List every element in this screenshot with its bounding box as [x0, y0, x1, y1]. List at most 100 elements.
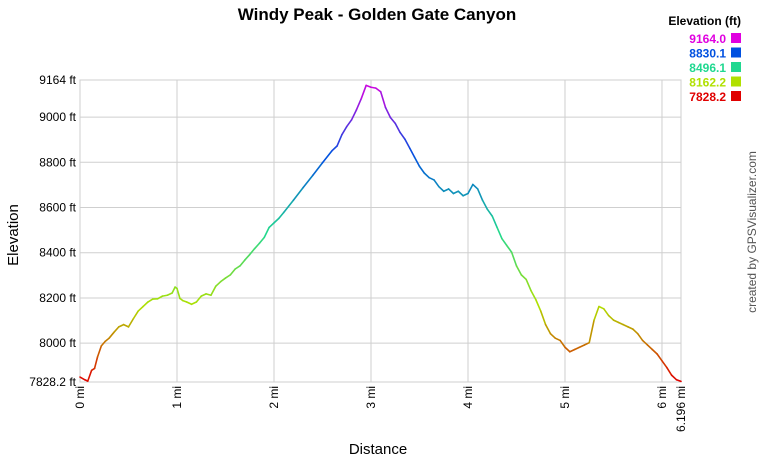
profile-segment — [501, 237, 508, 247]
profile-segment — [278, 211, 285, 220]
profile-segment — [670, 374, 678, 381]
profile-segment — [268, 222, 275, 229]
x-tick-label: 2 mi — [267, 386, 281, 409]
profile-segment — [195, 295, 203, 303]
y-tick-label: 8000 ft — [39, 336, 76, 350]
profile-segment — [166, 292, 173, 297]
credit-text: created by GPSVisualizer.com — [745, 151, 759, 313]
profile-segment — [108, 331, 115, 339]
profile-segment — [132, 310, 139, 320]
profile-segment — [651, 348, 658, 355]
profile-segment — [244, 253, 251, 261]
profile-segment — [612, 319, 620, 324]
profile-segment — [113, 326, 120, 334]
x-tick-label: 5 mi — [558, 386, 572, 409]
profile-segment — [452, 190, 460, 195]
profile-segment — [530, 289, 537, 301]
x-tick-label: 6 mi — [655, 386, 669, 409]
profile-segment — [137, 305, 144, 312]
grid-lines — [79, 79, 682, 383]
profile-segment — [622, 323, 629, 328]
profile-segment — [96, 345, 103, 358]
profile-segment — [176, 287, 181, 300]
profile-segment — [365, 84, 372, 89]
profile-segment — [525, 278, 532, 292]
x-axis-label: Distance — [349, 441, 407, 458]
profile-segment — [399, 131, 406, 141]
profile-segment — [505, 244, 513, 254]
profile-segment — [481, 199, 489, 211]
profile-segment — [263, 226, 270, 239]
chart-title: Windy Peak - Golden Gate Canyon — [238, 5, 517, 24]
x-tick-labels: 0 mi 1 mi 2 mi 3 mi 4 mi 5 mi 6 mi 6.196 mi — [73, 386, 688, 432]
profile-segment — [355, 97, 363, 111]
y-tick-labels: 7828.2 ft 8000 ft 8200 ft 8400 ft 8600 ft 880… — [29, 73, 76, 389]
profile-segment — [127, 317, 135, 328]
profile-segment — [360, 84, 367, 100]
plot-area — [79, 79, 682, 383]
profile-segment — [602, 307, 610, 317]
profile-segment — [375, 87, 382, 93]
legend-value: 8162.2 — [689, 76, 726, 90]
profile-segment — [336, 133, 343, 147]
profile-segment — [666, 366, 673, 377]
elevation-profile-line — [79, 84, 682, 383]
y-tick-label: 8200 ft — [39, 291, 76, 305]
x-tick-label: 6.196 mi — [674, 386, 688, 432]
y-tick-label: 8400 ft — [39, 246, 76, 260]
profile-segment — [646, 344, 654, 351]
profile-segment — [239, 259, 246, 267]
profile-segment — [632, 328, 639, 335]
y-axis-label: Elevation — [5, 204, 22, 266]
profile-segment — [93, 356, 99, 370]
profile-segment — [234, 265, 241, 270]
profile-segment — [598, 305, 605, 310]
profile-segment — [627, 326, 634, 330]
profile-segment — [341, 125, 348, 136]
legend-swatch — [731, 62, 741, 72]
profile-segment — [248, 247, 256, 256]
legend: Elevation (ft) 9164.08830.18496.18162.27… — [668, 14, 741, 104]
legend-value: 8496.1 — [689, 61, 726, 75]
plot-frame — [79, 79, 682, 383]
profile-segment — [593, 305, 600, 321]
profile-segment — [544, 323, 552, 335]
profile-segment — [331, 145, 338, 152]
profile-segment — [229, 268, 236, 276]
profile-segment — [302, 174, 314, 189]
profile-segment — [292, 186, 304, 202]
profile-segment — [423, 172, 430, 179]
profile-segment — [214, 280, 222, 287]
legend-swatch — [731, 33, 741, 43]
profile-segment — [350, 109, 358, 121]
x-tick-label: 4 mi — [461, 386, 475, 409]
profile-segment — [588, 319, 595, 344]
profile-segment — [573, 346, 581, 351]
profile-segment — [675, 378, 682, 383]
profile-segment — [418, 165, 426, 174]
profile-segment — [539, 310, 547, 326]
profile-segment — [476, 188, 484, 202]
profile-segment — [486, 208, 494, 217]
profile-segment — [428, 176, 435, 181]
profile-segment — [122, 323, 130, 328]
profile-segment — [219, 277, 227, 283]
profile-segment — [510, 251, 518, 267]
profile-segment — [205, 293, 212, 297]
profile-segment — [641, 339, 649, 346]
profile-segment — [491, 215, 498, 229]
profile-segment — [190, 301, 198, 306]
legend-value: 8830.1 — [689, 47, 726, 61]
profile-segment — [467, 183, 474, 195]
profile-segment — [636, 332, 644, 342]
profile-segment — [273, 217, 280, 224]
profile-segment — [379, 90, 387, 109]
x-tick-label: 3 mi — [364, 386, 378, 409]
profile-segment — [564, 346, 571, 353]
profile-segment — [253, 242, 261, 250]
legend-value: 9164.0 — [689, 32, 726, 46]
profile-segment — [224, 274, 232, 279]
profile-segment — [496, 226, 503, 240]
profile-segment — [404, 138, 411, 150]
